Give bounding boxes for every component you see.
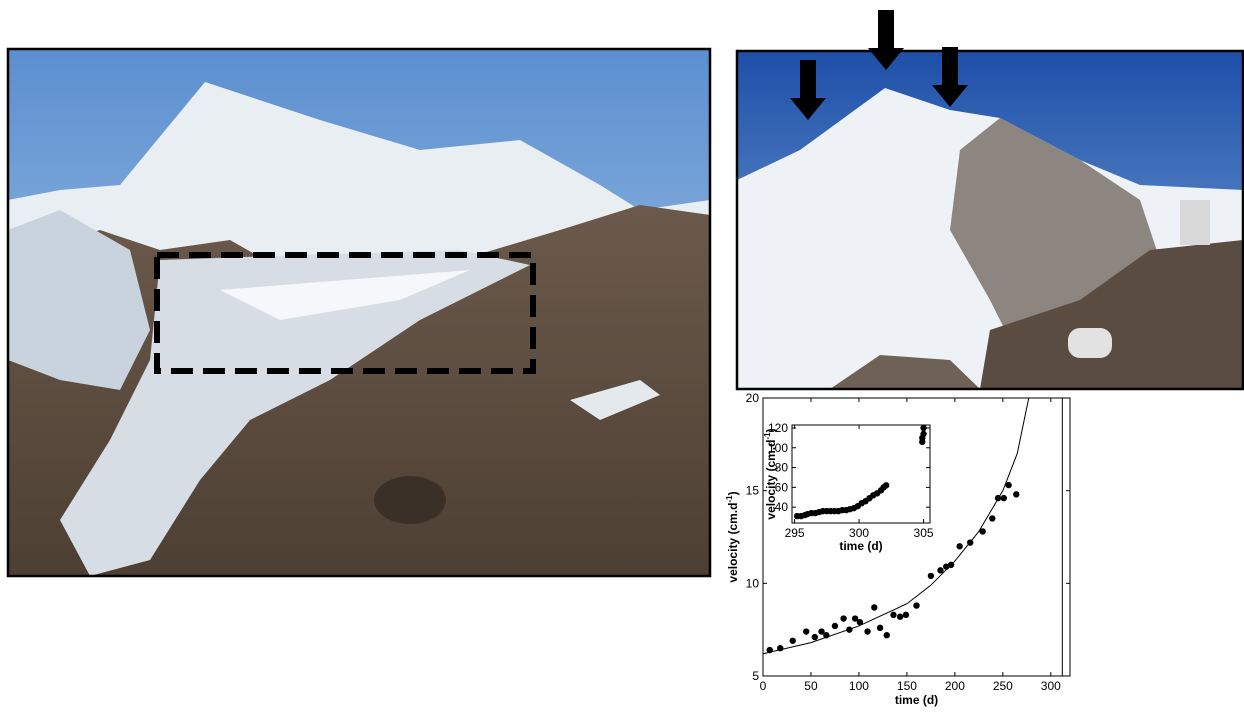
figure: 0 50 100 150 200 250 300 5 10 15 20 time (d) velocit… xyxy=(0,0,1244,711)
y-axis-label-end: ) xyxy=(726,491,740,495)
data-point xyxy=(920,431,926,437)
x-axis-label: time (d) xyxy=(839,539,882,553)
data-point xyxy=(1013,491,1019,497)
x-tick-label: 150 xyxy=(897,679,917,693)
data-point xyxy=(884,632,890,638)
data-point xyxy=(897,613,903,619)
x-tick-label: 300 xyxy=(849,526,869,540)
data-point xyxy=(877,625,883,631)
x-tick-label: 200 xyxy=(945,679,965,693)
data-point xyxy=(790,638,796,644)
data-point xyxy=(871,604,877,610)
data-point xyxy=(840,615,846,621)
y-axis-label: velocity (cm.d-1) xyxy=(763,428,778,519)
x-tick-label: 100 xyxy=(849,679,869,693)
x-tick-label: 295 xyxy=(785,526,805,540)
y-tick-label: 20 xyxy=(746,391,760,405)
data-point xyxy=(864,628,870,634)
data-point xyxy=(920,425,926,431)
y-axis-label: velocity (cm.d-1) xyxy=(725,491,740,582)
data-point xyxy=(803,628,809,634)
plot-area xyxy=(792,425,930,523)
data-point xyxy=(989,515,995,521)
data-point xyxy=(928,573,934,579)
y-tick-label: 5 xyxy=(752,669,759,683)
x-tick-label: 300 xyxy=(1041,679,1061,693)
x-tick-label: 250 xyxy=(993,679,1013,693)
y-tick-label: 10 xyxy=(746,576,760,590)
data-point xyxy=(832,623,838,629)
y-axis-label-text: velocity (cm.d xyxy=(764,440,778,520)
data-point xyxy=(883,482,889,488)
data-point xyxy=(812,634,818,640)
x-tick-label: 0 xyxy=(760,679,767,693)
x-axis-label: time (d) xyxy=(895,693,938,707)
x-tick-label: 50 xyxy=(804,679,818,693)
x-tick-label: 305 xyxy=(914,526,934,540)
data-point xyxy=(913,602,919,608)
data-point xyxy=(1001,495,1007,501)
glacier-photo xyxy=(8,49,710,576)
data-point xyxy=(903,612,909,618)
y-axis-label-text: velocity (cm.d xyxy=(726,503,740,583)
data-point xyxy=(890,612,896,618)
data-point xyxy=(956,543,962,549)
y-axis-label-end: ) xyxy=(764,428,778,432)
y-tick-label: 15 xyxy=(746,484,760,498)
